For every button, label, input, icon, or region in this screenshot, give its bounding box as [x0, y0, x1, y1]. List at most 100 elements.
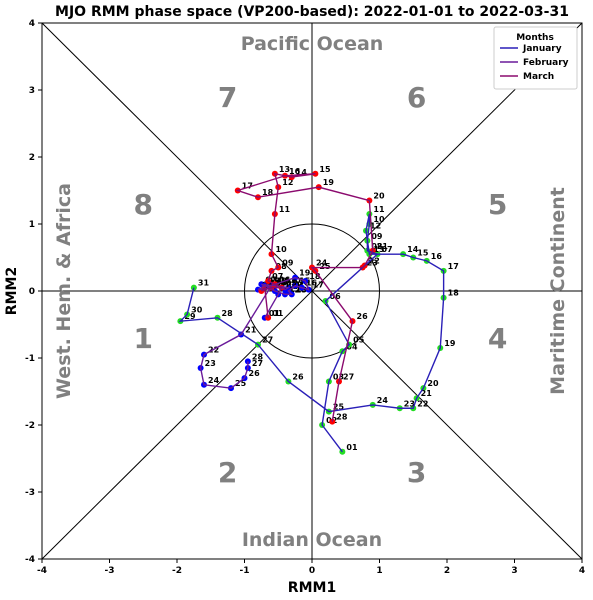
point-label: 13	[373, 245, 384, 254]
phase-label: 3	[407, 456, 426, 489]
x-tick-label: -2	[172, 566, 182, 576]
point-label: 14	[296, 168, 308, 177]
point-label: 22	[417, 399, 428, 408]
point-label: 24	[316, 259, 328, 268]
y-tick-label: -3	[25, 488, 35, 498]
point-label: 15	[417, 249, 429, 258]
point-label: 19	[323, 178, 335, 187]
legend-entry: February	[523, 58, 569, 68]
x-tick-label: 3	[511, 566, 517, 576]
point-label: 10	[276, 245, 288, 254]
point-label: 19	[444, 339, 456, 348]
point-label: 17	[242, 182, 253, 191]
point-label: 18	[262, 188, 274, 197]
y-tick-label: -1	[25, 354, 35, 364]
point-label: 27	[262, 336, 273, 345]
legend-entry: January	[522, 44, 562, 54]
y-axis-label: RMM2	[4, 267, 20, 315]
point-label: 11	[373, 205, 385, 214]
point-label: 26	[357, 312, 369, 321]
series-line	[178, 213, 445, 453]
point-label: 05	[353, 336, 365, 345]
legend: Months January February March	[493, 26, 578, 90]
point-label: 17	[313, 281, 324, 290]
point-label: 23	[367, 259, 378, 268]
point-label: 24	[208, 376, 220, 385]
point-label: 28	[336, 413, 348, 422]
point-label: 10	[269, 277, 281, 286]
point-label: 23	[404, 399, 415, 408]
point-label: 12	[289, 285, 300, 294]
region-label-left: West. Hem. & Africa	[53, 183, 75, 399]
y-tick-label: -2	[25, 421, 35, 431]
point-label: 28	[222, 309, 234, 318]
point-label: 29	[184, 312, 196, 321]
point-label: 03	[333, 372, 344, 381]
y-tick-label: 2	[29, 153, 35, 163]
point-label: 01	[346, 443, 358, 452]
point-label: 05	[292, 279, 304, 288]
point-label: 10	[373, 215, 385, 224]
series-line	[235, 172, 374, 422]
plot-area	[41, 22, 583, 560]
legend-box	[493, 26, 578, 90]
point-label: 13	[279, 165, 290, 174]
phase-label: 6	[407, 81, 426, 114]
point-label: 08	[276, 262, 288, 271]
point-label: 12	[282, 178, 293, 187]
point-label: 22	[369, 257, 380, 266]
y-tick-label: 4	[29, 19, 35, 29]
y-tick-label: 1	[29, 220, 35, 230]
point-label: 28	[252, 352, 264, 361]
point-label: 14	[407, 245, 419, 254]
x-axis-label: RMM1	[288, 580, 336, 596]
phase-label: 4	[488, 322, 507, 355]
phase-label: 7	[218, 81, 237, 114]
point-label: 21	[421, 389, 433, 398]
point-label: 15	[319, 165, 331, 174]
point-label: 24	[377, 396, 389, 405]
y-tick-label: -4	[25, 555, 35, 565]
x-tick-label: -3	[105, 566, 115, 576]
point-label: 25	[319, 262, 331, 271]
phase-label: 1	[134, 322, 153, 355]
point-label: 01	[269, 309, 281, 318]
x-tick-label: 2	[444, 566, 450, 576]
series-line	[199, 276, 310, 389]
point-label: 04	[276, 279, 288, 288]
point-label: 25	[235, 379, 247, 388]
point-label: 04	[346, 342, 358, 351]
point-label: 17	[448, 262, 459, 271]
point-label: 25	[333, 403, 345, 412]
y-tick-label: 3	[29, 86, 35, 96]
point-label: 21	[245, 326, 257, 335]
y-tick-label: 0	[29, 287, 35, 297]
x-tick-label: 0	[309, 566, 315, 576]
region-label-top: Pacific Ocean	[241, 33, 384, 55]
x-tick-label: 1	[376, 566, 382, 576]
point-label: 08	[371, 242, 383, 251]
phase-label: 2	[218, 456, 237, 489]
unit-circle	[244, 223, 380, 359]
point-label: 19	[299, 269, 311, 278]
point-label: 18	[448, 289, 460, 298]
point-label: 08	[276, 279, 288, 288]
point-label: 27	[252, 359, 263, 368]
point-label: 06	[279, 275, 291, 284]
series: 0102030405060708091011121314151617181920…	[177, 165, 459, 455]
point-label: 20	[427, 379, 439, 388]
point-label: 01	[272, 309, 284, 318]
point-label: 07	[265, 275, 276, 284]
point-label: 21	[377, 242, 389, 251]
point-label: 11	[279, 205, 291, 214]
chart-title: MJO RMM phase space (VP200-based): 2022-…	[55, 4, 569, 20]
point-label: 30	[191, 305, 203, 314]
point-label: 07	[381, 245, 392, 254]
point-label: 20	[373, 192, 385, 201]
point-label: 07	[272, 272, 283, 281]
point-label: 16	[289, 167, 301, 176]
x-tick-label: -1	[240, 566, 250, 576]
point-label: 20	[276, 277, 288, 286]
x-tick-label: 4	[579, 566, 585, 576]
